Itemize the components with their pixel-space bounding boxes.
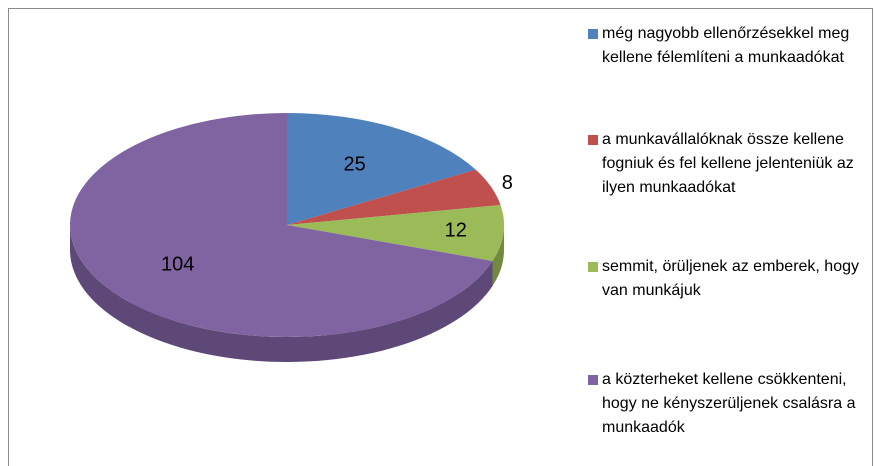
data-label: 25 <box>344 153 366 175</box>
data-label: 104 <box>161 254 194 276</box>
slice <box>287 169 501 225</box>
legend-item: még nagyobb ellenőrzésekkel meg kellene … <box>588 22 872 70</box>
slice-side <box>69 225 493 362</box>
legend-label: még nagyobb ellenőrzésekkel meg kellene … <box>602 25 850 66</box>
legend-swatch <box>588 135 598 145</box>
data-label: 8 <box>502 172 513 194</box>
legend-item: semmit, örüljenek az emberek, hogy van m… <box>588 255 872 303</box>
legend-swatch <box>588 29 598 39</box>
slice <box>287 113 476 225</box>
slice-side <box>492 225 504 286</box>
legend-swatch <box>588 262 598 272</box>
legend-item: a közterheket kellene csökkenteni, hogy … <box>588 368 872 440</box>
legend-label: a munkavállalóknak össze kellene fogniuk… <box>602 131 854 196</box>
legend-item: a munkavállalóknak össze kellene fogniuk… <box>588 128 872 200</box>
legend-swatch <box>588 375 598 385</box>
frame <box>8 8 873 466</box>
legend-label: a közterheket kellene csökkenteni, hogy … <box>602 371 856 436</box>
slice <box>70 113 493 337</box>
data-label: 12 <box>445 220 467 242</box>
legend-label: semmit, örüljenek az emberek, hogy van m… <box>602 258 859 299</box>
slice <box>287 205 505 261</box>
